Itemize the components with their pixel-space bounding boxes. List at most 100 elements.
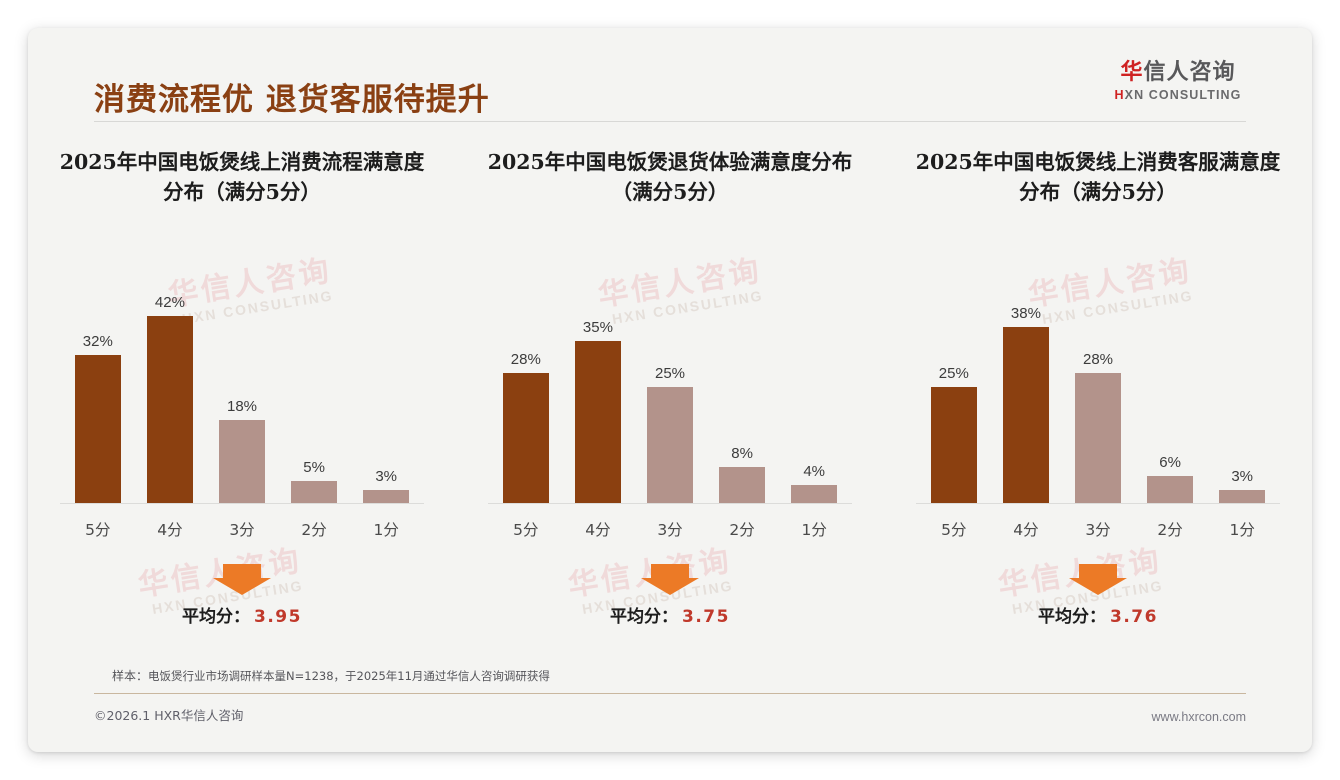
average-score-3: 平均分： 3.76 <box>898 602 1298 627</box>
bar-value-label: 32% <box>82 333 113 350</box>
x-tick-label: 3分 <box>229 521 255 539</box>
bar-column: 28% <box>492 294 560 504</box>
average-value: 3.76 <box>1110 607 1158 627</box>
x-axis-ticks-3: 5分 4分 3分 2分 1分 <box>920 518 1276 540</box>
average-block-3: 平均分： 3.76 <box>898 562 1298 627</box>
sample-footnote: 样本：电饭煲行业市场调研样本量N=1238，于2025年11月通过华信人咨询调研… <box>112 667 550 684</box>
bar <box>930 387 977 504</box>
down-arrow-icon <box>213 564 271 595</box>
bar-value-label: 18% <box>226 398 258 415</box>
bar-column: 3% <box>352 294 420 504</box>
average-label: 平均分： <box>182 607 251 627</box>
bar-column: 6% <box>1136 294 1204 504</box>
bar-column: 4% <box>780 294 848 504</box>
down-arrow-icon <box>1069 564 1127 595</box>
bar-value-label: 4% <box>803 463 826 480</box>
average-block-2: 平均分： 3.75 <box>470 562 870 627</box>
x-tick-label: 3分 <box>1085 521 1111 539</box>
slide-header: 消费流程优 退货客服待提升 华信人咨询 HXN CONSULTING <box>28 28 1312 118</box>
logo-english: HXN CONSULTING <box>1088 88 1268 102</box>
bars-container-1: 32% 42% 18% 5% <box>64 294 420 504</box>
bar <box>146 316 193 504</box>
x-tick-label: 5分 <box>85 521 111 539</box>
footer-copyright: ©2026.1 HXR华信人咨询 <box>94 708 244 723</box>
bar-value-label: 42% <box>154 294 185 311</box>
bar-column: 25% <box>636 294 704 504</box>
chart-panel-1: 2025年中国电饭煲线上消费流程满意度分布（满分5分） 32% 42% 18% <box>28 148 456 627</box>
chart-title-3: 2025年中国电饭煲线上消费客服满意度分布（满分5分） <box>915 150 1281 204</box>
footnote-label: 样本： <box>112 669 149 683</box>
bar-value-label: 3% <box>375 468 398 485</box>
average-score-2: 平均分： 3.75 <box>470 602 870 627</box>
bar <box>1002 327 1049 504</box>
x-tick-label: 2分 <box>729 521 755 539</box>
bar-value-label: 6% <box>1159 454 1181 471</box>
bar-value-label: 35% <box>582 319 613 336</box>
x-tick-label: 1分 <box>801 521 827 539</box>
bar-value-label: 38% <box>1010 305 1041 322</box>
bar-column: 42% <box>136 294 204 504</box>
chart-panel-3: 2025年中国电饭煲线上消费客服满意度分布（满分5分） 25% 38% 28% <box>884 148 1312 627</box>
x-tick-label: 4分 <box>157 521 183 539</box>
bar-column: 28% <box>1064 294 1132 504</box>
bar-value-label: 3% <box>1231 468 1254 485</box>
bar <box>647 387 693 504</box>
page-title: 消费流程优 退货客服待提升 <box>94 82 490 118</box>
bar <box>574 341 621 504</box>
x-axis-line <box>60 503 424 504</box>
x-tick-label: 2分 <box>301 521 327 539</box>
x-tick-label: 2分 <box>1157 521 1183 539</box>
slide: 华信人咨询 HXN CONSULTING 华信人咨询 HXN CONSULTIN… <box>28 28 1312 752</box>
bar <box>291 481 338 504</box>
bar-value-label: 28% <box>510 351 541 368</box>
logo-english-rest: XN CONSULTING <box>1124 88 1242 103</box>
average-label: 平均分： <box>1038 607 1107 627</box>
footer-website[interactable]: www.hxrcon.com <box>1151 710 1246 724</box>
bar-value-label: 25% <box>654 365 686 382</box>
average-block-1: 平均分： 3.95 <box>42 562 442 627</box>
logo-chinese: 华信人咨询 <box>1088 60 1268 85</box>
down-arrow-icon <box>641 564 699 595</box>
bar-column: 3% <box>1208 294 1276 504</box>
bar-value-label: 28% <box>1082 351 1114 368</box>
bar-value-label: 8% <box>731 445 753 462</box>
bar <box>1219 490 1266 504</box>
footnote-text: 电饭煲行业市场调研样本量N=1238，于2025年11月通过华信人咨询调研获得 <box>148 669 550 683</box>
x-axis-line <box>916 503 1280 504</box>
bar <box>502 373 549 504</box>
bars-container-3: 25% 38% 28% 6% <box>920 294 1276 504</box>
bars-container-2: 28% 35% 25% 8% <box>492 294 848 504</box>
bar <box>1147 476 1194 504</box>
bar-column: 35% <box>564 294 632 504</box>
logo-chinese-rest: 信人咨询 <box>1143 60 1236 85</box>
bar-column: 25% <box>920 294 988 504</box>
bar-value-label: 5% <box>303 459 325 476</box>
bar-column: 32% <box>64 294 132 504</box>
bar <box>74 355 121 504</box>
company-logo: 华信人咨询 HXN CONSULTING <box>1088 60 1268 102</box>
average-label: 平均分： <box>610 607 679 627</box>
bar <box>1075 373 1121 504</box>
bar-column: 38% <box>992 294 1060 504</box>
header-divider <box>94 121 1246 122</box>
chart-title-2: 2025年中国电饭煲退货体验满意度分布（满分5分） <box>487 150 853 204</box>
bar-value-label: 25% <box>938 365 969 382</box>
chart-title-1: 2025年中国电饭煲线上消费流程满意度分布（满分5分） <box>59 150 425 204</box>
bar <box>719 467 766 504</box>
bar-chart-2: 28% 35% 25% 8% <box>470 246 870 546</box>
footer-divider <box>94 693 1246 694</box>
bar-chart-1: 32% 42% 18% 5% <box>42 246 442 546</box>
x-tick-label: 1分 <box>1229 521 1255 539</box>
bar-column: 18% <box>208 294 276 504</box>
bar-column: 5% <box>280 294 348 504</box>
average-value: 3.95 <box>254 607 302 627</box>
bar <box>219 420 265 504</box>
bar-column: 8% <box>708 294 776 504</box>
logo-chinese-first: 华 <box>1120 60 1144 85</box>
x-tick-label: 1分 <box>373 521 399 539</box>
x-tick-label: 3分 <box>657 521 683 539</box>
x-axis-line <box>488 503 852 504</box>
charts-row: 2025年中国电饭煲线上消费流程满意度分布（满分5分） 32% 42% 18% <box>28 148 1312 627</box>
x-axis-ticks-1: 5分 4分 3分 2分 1分 <box>64 518 420 540</box>
x-axis-ticks-2: 5分 4分 3分 2分 1分 <box>492 518 848 540</box>
